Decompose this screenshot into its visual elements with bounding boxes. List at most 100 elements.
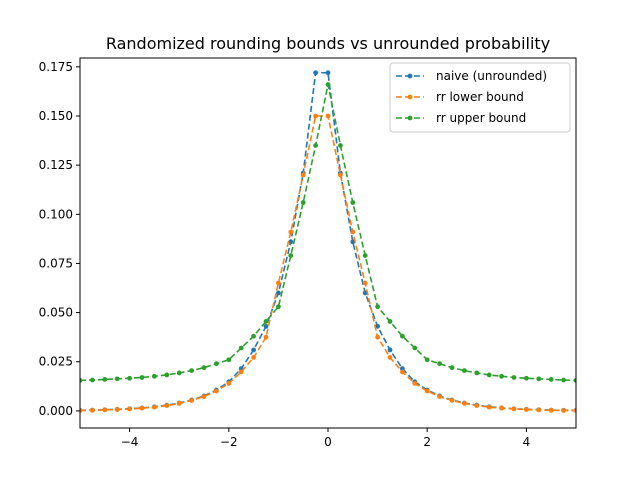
data-point: [263, 323, 269, 329]
data-point: [276, 290, 281, 296]
data-point: [90, 377, 95, 383]
x-tick-label: 2: [423, 435, 431, 449]
data-point: [573, 408, 576, 413]
y-axis-ticks: 0.000 0.025 0.050 0.075 0.100 0.125 0.150 0.175: [39, 60, 80, 418]
data-point: [362, 280, 368, 286]
data-point: [548, 407, 554, 413]
data-point: [412, 380, 418, 386]
data-point: [362, 253, 368, 258]
data-point: [338, 143, 343, 148]
legend-box: [389, 62, 571, 133]
data-point: [573, 378, 576, 383]
data-point: [400, 369, 405, 375]
data-point: [313, 143, 318, 148]
data-point: [127, 406, 132, 412]
data-point: [214, 361, 219, 367]
y-tick-label: 0.025: [39, 355, 73, 369]
x-axis-ticks: −4 −2 0 2 4: [121, 428, 530, 449]
legend-item: rr lower bound: [396, 90, 524, 104]
data-point: [424, 357, 430, 363]
data-point: [548, 377, 554, 382]
data-point: [226, 357, 232, 363]
data-point: [338, 172, 343, 178]
x-tick-label: −2: [220, 435, 238, 449]
data-point: [449, 365, 455, 371]
data-point: [164, 372, 170, 378]
legend-label: rr upper bound: [436, 111, 526, 125]
data-point: [139, 375, 145, 380]
series-1: [80, 113, 576, 413]
chart-title: Randomized rounding bounds vs unrounded …: [106, 34, 550, 53]
data-point: [90, 407, 95, 413]
data-point: [226, 380, 232, 386]
data-point: [474, 403, 480, 408]
data-point: [114, 407, 120, 412]
data-point: [486, 404, 492, 410]
data-point: [300, 172, 306, 178]
data-point: [387, 319, 393, 324]
data-point: [189, 398, 195, 403]
data-point: [524, 375, 529, 381]
data-point: [474, 370, 480, 376]
legend-label: naive (unrounded): [436, 69, 547, 83]
data-point: [276, 304, 281, 310]
data-point: [251, 333, 256, 339]
data-point: [350, 200, 356, 205]
data-point: [536, 407, 542, 413]
data-point: [176, 370, 182, 376]
legend-swatch-marker: [407, 94, 413, 100]
data-point: [424, 388, 430, 394]
data-point: [350, 239, 356, 245]
data-point: [152, 373, 157, 379]
data-point: [511, 406, 517, 412]
data-point: [189, 368, 195, 373]
x-tick-label: 4: [523, 435, 531, 449]
y-tick-label: 0.050: [39, 306, 73, 320]
y-tick-label: 0.150: [39, 109, 73, 123]
data-point: [313, 113, 318, 119]
legend-item: rr upper bound: [396, 111, 526, 125]
legend-swatch-marker: [407, 73, 413, 79]
data-point: [102, 377, 108, 382]
data-point: [536, 376, 542, 382]
data-point: [127, 375, 132, 381]
data-point: [288, 229, 294, 235]
data-point: [387, 347, 393, 353]
data-point: [561, 377, 566, 383]
data-point: [201, 365, 207, 371]
data-point: [561, 408, 566, 413]
data-point: [350, 229, 356, 235]
data-point: [313, 70, 318, 76]
data-point: [238, 369, 244, 375]
data-point: [375, 334, 380, 340]
data-point: [102, 407, 108, 413]
plot-area: [80, 70, 576, 413]
data-point: [263, 334, 269, 340]
data-point: [511, 375, 517, 380]
legend: naive (unrounded) rr lower bound rr upper …: [389, 62, 571, 133]
data-point: [276, 280, 281, 286]
series-2: [80, 82, 576, 383]
data-point: [400, 366, 405, 372]
data-point: [412, 345, 418, 351]
legend-label: rr lower bound: [436, 90, 524, 104]
data-point: [139, 405, 145, 411]
data-point: [288, 239, 294, 245]
data-point: [251, 355, 256, 360]
data-point: [80, 408, 83, 413]
data-point: [201, 394, 207, 399]
y-tick-label: 0.075: [39, 256, 73, 270]
legend-swatch-marker: [407, 115, 413, 121]
data-point: [251, 347, 256, 353]
data-point: [375, 323, 380, 329]
data-point: [80, 378, 83, 383]
data-point: [152, 404, 157, 410]
data-point: [164, 403, 170, 408]
y-tick-label: 0.125: [39, 158, 73, 172]
data-point: [300, 200, 306, 205]
data-point: [486, 372, 492, 378]
data-point: [375, 304, 380, 310]
data-point: [325, 113, 331, 119]
data-point: [400, 333, 405, 339]
x-tick-label: −4: [121, 435, 139, 449]
